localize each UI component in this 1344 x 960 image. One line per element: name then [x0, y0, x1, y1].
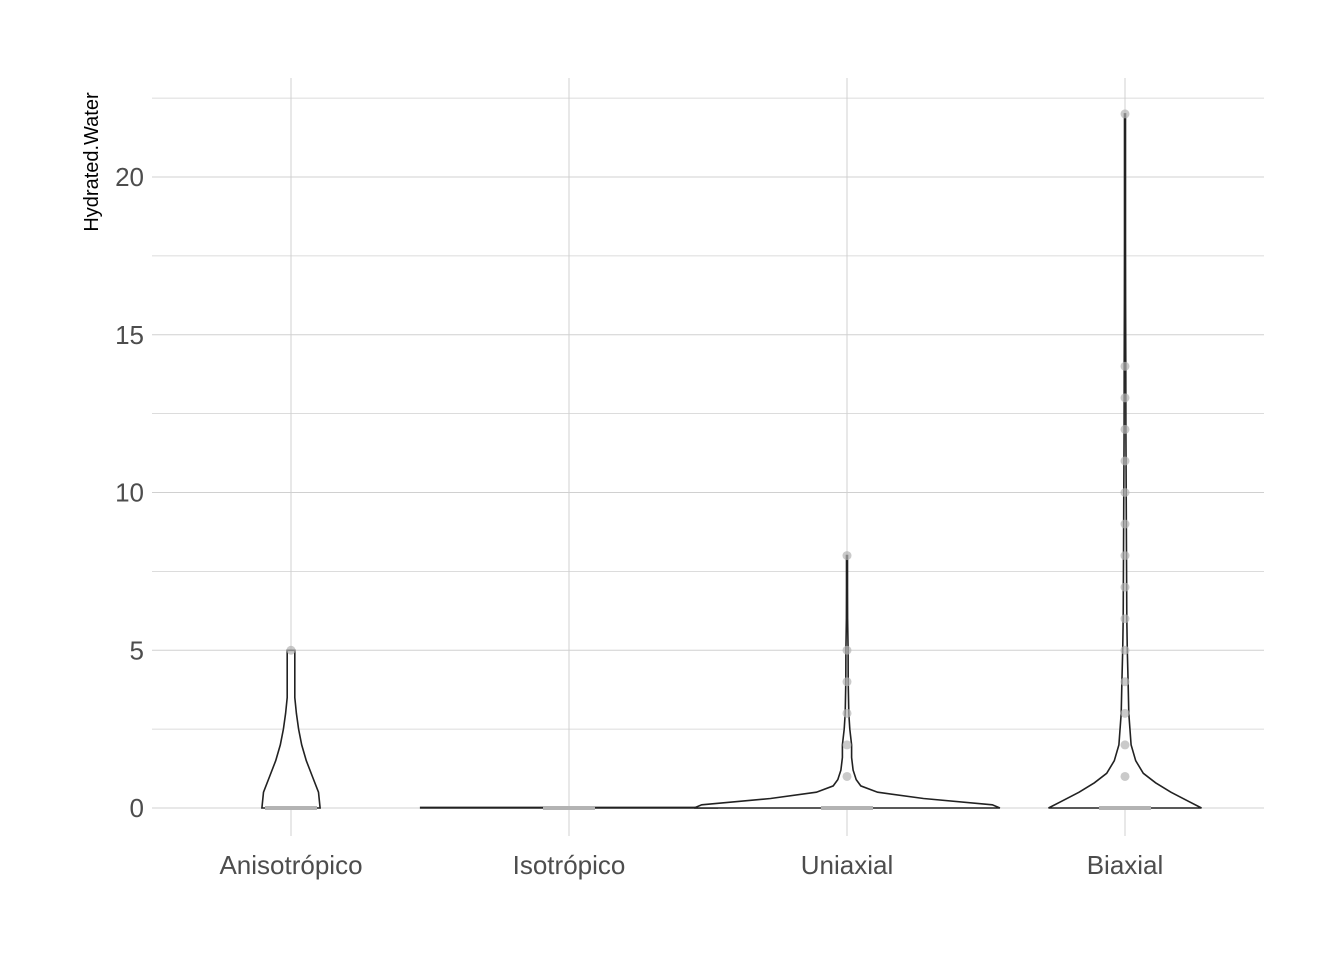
- data-point: [842, 740, 852, 750]
- data-point: [842, 771, 852, 781]
- y-tick-label: 20: [115, 162, 144, 192]
- data-point: [1120, 771, 1130, 781]
- data-point: [286, 645, 296, 655]
- data-point: [1120, 519, 1130, 529]
- y-tick-label: 10: [115, 478, 144, 508]
- x-tick-label: Anisotrópico: [219, 850, 362, 880]
- data-point: [1120, 677, 1130, 687]
- data-point: [1120, 740, 1130, 750]
- data-point: [842, 645, 852, 655]
- x-tick-labels: Anisotrópico Isotrópico Uniaxial Biaxial: [219, 850, 1163, 880]
- data-point: [842, 708, 852, 718]
- data-point: [1120, 488, 1130, 497]
- data-point: [1120, 109, 1130, 119]
- data-point: [1120, 456, 1130, 466]
- data-point: [1120, 393, 1130, 403]
- x-tick-label: Isotrópico: [513, 850, 626, 880]
- data-point: [1120, 645, 1130, 655]
- data-points: [265, 109, 1151, 810]
- data-point: [1120, 614, 1130, 624]
- x-tick-label: Biaxial: [1087, 850, 1164, 880]
- y-tick-label: 15: [115, 320, 144, 350]
- data-point: [842, 677, 852, 687]
- data-point: [1120, 551, 1130, 561]
- data-point: [1120, 708, 1130, 718]
- y-tick-labels: 0 5 10 15 20: [115, 162, 144, 823]
- x-tick-label: Uniaxial: [801, 850, 894, 880]
- y-axis-title: Hydrated.Water: [81, 92, 103, 232]
- y-tick-label: 0: [130, 793, 144, 823]
- y-tick-label: 5: [130, 635, 144, 665]
- data-point: [1120, 361, 1130, 371]
- data-point: [1120, 582, 1130, 592]
- violins: [261, 113, 1202, 809]
- data-point: [1120, 424, 1130, 434]
- data-point: [842, 551, 852, 561]
- grid: [152, 78, 1264, 836]
